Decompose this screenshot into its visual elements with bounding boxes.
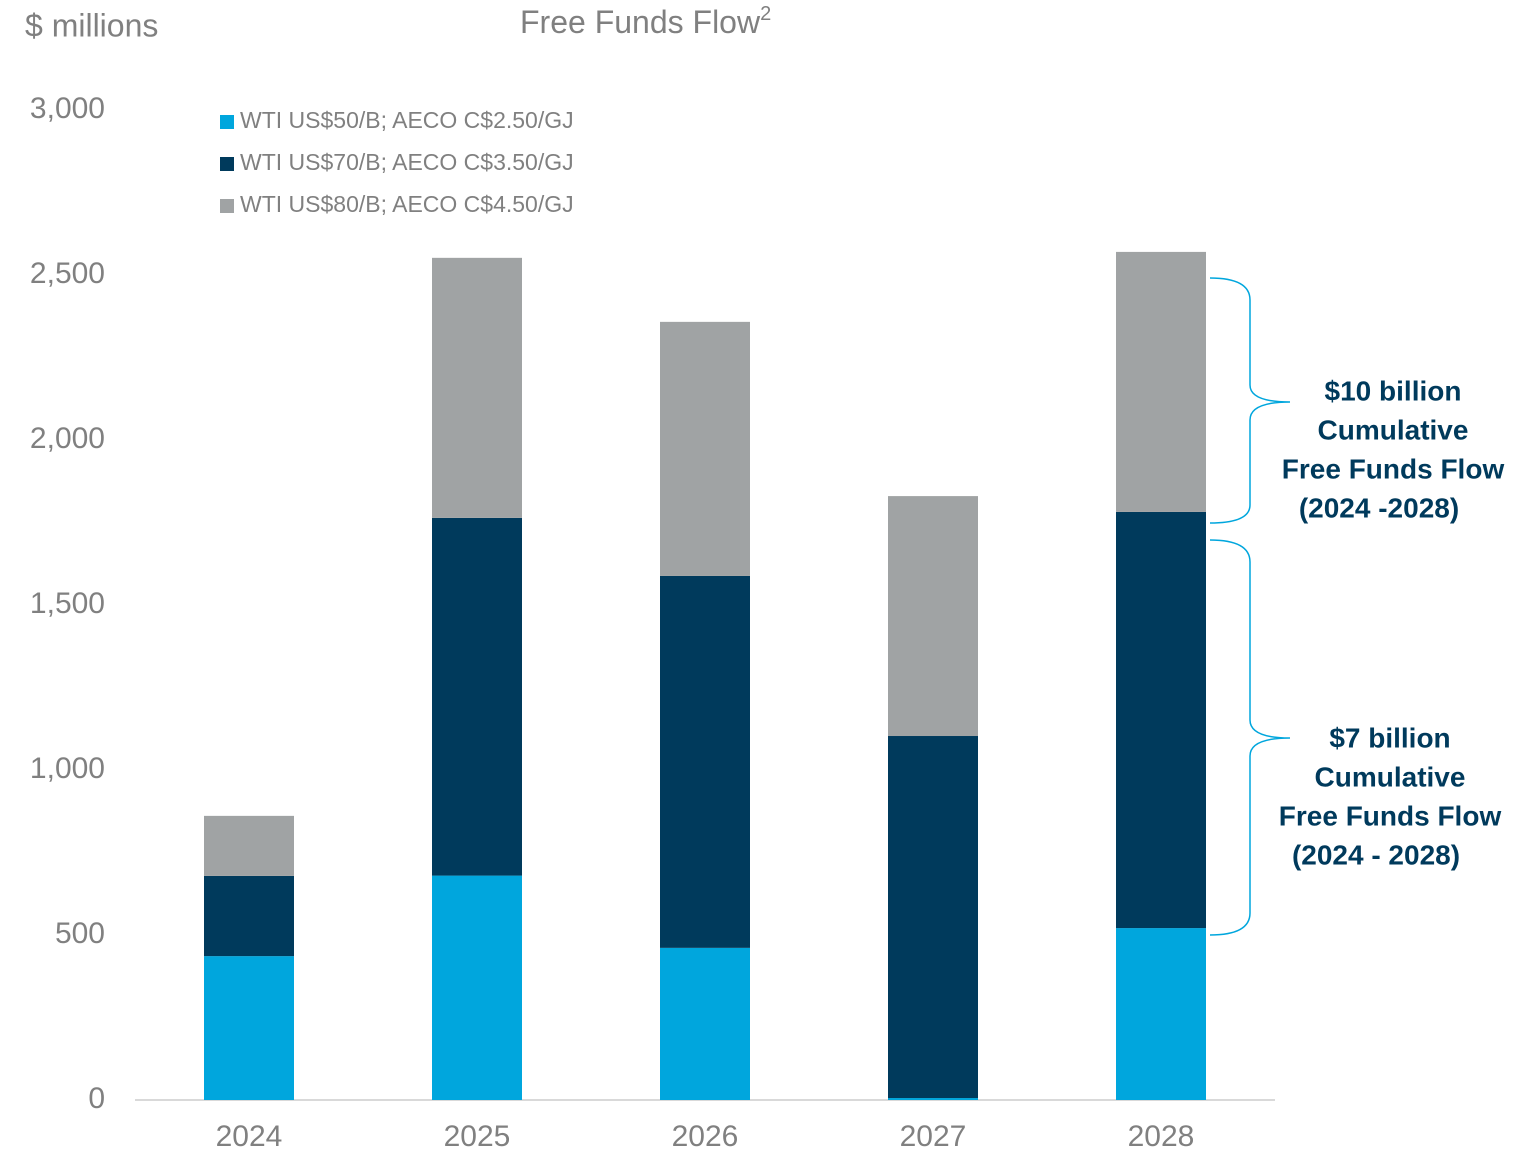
y-axis-label: $ millions xyxy=(25,7,158,43)
annotation: $7 billion xyxy=(1329,722,1450,753)
annotation: Cumulative xyxy=(1315,761,1466,792)
x-tick-label: 2027 xyxy=(900,1120,967,1153)
annotation: Free Funds Flow xyxy=(1279,800,1502,831)
legend-swatch xyxy=(220,199,234,213)
legend-swatch xyxy=(220,115,234,129)
legend-label: WTI US$80/B; AECO C$4.50/GJ xyxy=(240,191,574,217)
y-tick-label: 2,500 xyxy=(30,257,105,290)
brace xyxy=(1209,539,1291,936)
bar-segment xyxy=(888,496,978,737)
bar-segment xyxy=(660,575,750,948)
y-tick-label: 1,000 xyxy=(30,752,105,785)
bar-segment xyxy=(1116,251,1206,512)
bar-segment xyxy=(888,736,978,1099)
y-tick-label: 500 xyxy=(55,917,105,950)
bar-segment xyxy=(660,321,750,576)
annotation: (2024 -2028) xyxy=(1299,492,1459,523)
bar-segment xyxy=(432,875,522,1100)
bar-segment xyxy=(204,815,294,876)
annotation: Cumulative xyxy=(1318,414,1469,445)
x-tick-label: 2025 xyxy=(444,1120,511,1153)
chart-title: Free Funds Flow2 xyxy=(520,3,771,40)
title-text: Free Funds Flow xyxy=(520,4,761,40)
bar-segment xyxy=(432,517,522,876)
annotation: (2024 - 2028) xyxy=(1292,839,1460,870)
bar-segment xyxy=(204,956,294,1100)
y-tick-label: 0 xyxy=(88,1082,105,1115)
bar-segment xyxy=(204,875,294,957)
brace xyxy=(1209,277,1291,524)
y-tick-label: 2,000 xyxy=(30,422,105,455)
title-superscript: 2 xyxy=(760,3,771,25)
x-tick-label: 2028 xyxy=(1128,1120,1195,1153)
legend-label: WTI US$50/B; AECO C$2.50/GJ xyxy=(240,107,574,133)
x-tick-label: 2024 xyxy=(216,1120,283,1153)
legend-label: WTI US$70/B; AECO C$3.50/GJ xyxy=(240,149,574,175)
y-tick-label: 3,000 xyxy=(30,92,105,125)
bar-segment xyxy=(1116,511,1206,929)
legend-swatch xyxy=(220,157,234,171)
bar-segment xyxy=(888,1098,978,1100)
bar-segment xyxy=(432,257,522,518)
annotation: Free Funds Flow xyxy=(1282,453,1505,484)
x-tick-label: 2026 xyxy=(672,1120,739,1153)
annotation: $10 billion xyxy=(1325,375,1462,406)
bar-segment xyxy=(1116,928,1206,1100)
bar-segment xyxy=(660,947,750,1100)
y-tick-label: 1,500 xyxy=(30,587,105,620)
